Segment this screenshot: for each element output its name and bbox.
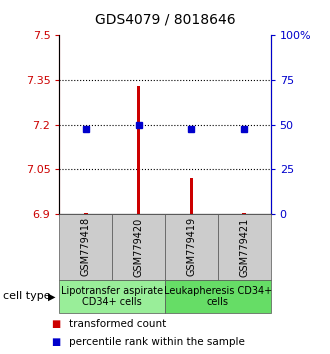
Text: percentile rank within the sample: percentile rank within the sample [69, 337, 245, 347]
Text: Leukapheresis CD34+
cells: Leukapheresis CD34+ cells [164, 286, 272, 307]
Text: GSM779419: GSM779419 [186, 217, 196, 276]
Text: ▶: ▶ [48, 291, 55, 302]
Text: GSM779418: GSM779418 [81, 217, 91, 276]
Bar [242, 213, 246, 214]
Bar [137, 86, 141, 214]
Text: transformed count: transformed count [69, 319, 167, 329]
Bar [189, 178, 193, 214]
Text: cell type: cell type [3, 291, 51, 302]
Text: GDS4079 / 8018646: GDS4079 / 8018646 [95, 12, 235, 27]
Text: ■: ■ [51, 319, 60, 329]
Text: ■: ■ [51, 337, 60, 347]
Text: GSM779420: GSM779420 [134, 217, 144, 276]
Bar [84, 213, 88, 214]
Text: GSM779421: GSM779421 [239, 217, 249, 276]
Text: Lipotransfer aspirate
CD34+ cells: Lipotransfer aspirate CD34+ cells [61, 286, 163, 307]
